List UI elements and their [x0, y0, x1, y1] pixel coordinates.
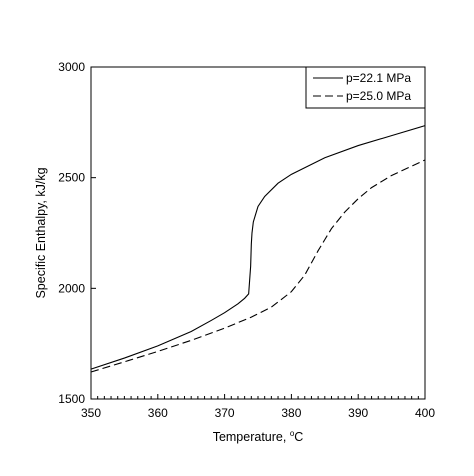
series-line-1 — [90, 125, 426, 370]
y-tick-label: 2000 — [58, 281, 85, 295]
y-tick-label: 1500 — [58, 392, 85, 406]
y-tick-label: 2500 — [58, 171, 85, 185]
series-line-2 — [90, 159, 426, 373]
legend: p=22.1 MPa p=25.0 MPa — [305, 66, 426, 109]
x-tick-label: 400 — [415, 406, 435, 420]
legend-label-series-1: p=22.1 MPa — [346, 71, 411, 85]
legend-label-series-2: p=25.0 MPa — [346, 89, 411, 103]
x-tick-label: 390 — [348, 406, 368, 420]
x-tick-label: 370 — [215, 406, 235, 420]
series-layer — [90, 125, 426, 373]
legend-box — [305, 66, 426, 109]
x-tick-label: 350 — [81, 406, 101, 420]
x-axis-title: Temperature, oC — [213, 429, 304, 444]
y-tick-label: 3000 — [58, 60, 85, 74]
x-tick-label: 360 — [148, 406, 168, 420]
y-axis-title: Specific Enthalpy, kJ/kg — [34, 167, 48, 298]
x-tick-label: 380 — [281, 406, 301, 420]
plot-frame — [90, 66, 426, 400]
ticks-layer: 350 360 370 380 390 400 1500 2000 2500 3000 — [58, 60, 435, 420]
